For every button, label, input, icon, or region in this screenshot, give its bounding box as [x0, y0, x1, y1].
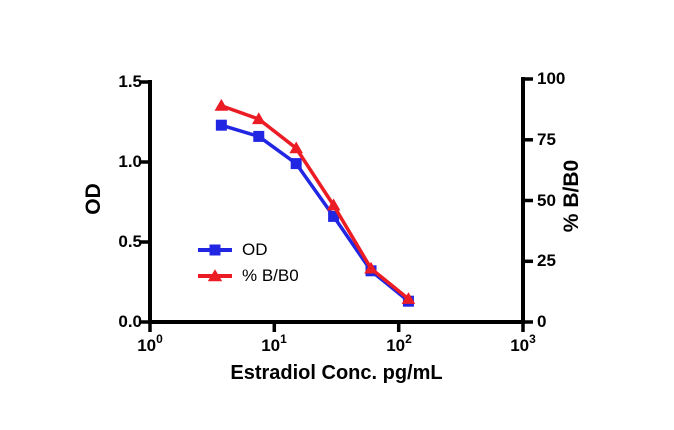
% B/B0-data-point-marker	[401, 292, 416, 304]
x-axis-title: Estradiol Conc. pg/mL	[230, 362, 443, 384]
legend-entry-od: OD	[197, 239, 268, 261]
x-tick-label: 100	[137, 332, 163, 355]
legend-entry-bb0: % B/B0	[197, 265, 299, 287]
od-legend-square-marker	[209, 244, 221, 256]
bb0-legend-triangle-marker	[207, 269, 223, 282]
y-left-axis-title: OD	[82, 183, 105, 215]
OD-data-point-marker	[290, 158, 302, 170]
data-series-layer	[214, 98, 416, 307]
OD-data-point-marker	[215, 119, 227, 131]
y-right-tick-label: 50	[537, 190, 556, 210]
% B/B0-data-point-marker	[214, 98, 229, 111]
bb0-legend-swatch	[198, 269, 232, 282]
legend-label-bb0: % B/B0	[242, 266, 299, 285]
legend-label-od: OD	[242, 240, 268, 259]
y-right-tick-label: 75	[537, 129, 556, 149]
OD-data-point-marker	[253, 130, 265, 142]
% B/B0-data-point-marker	[289, 141, 303, 154]
y-left-tick-label: 0.5	[118, 232, 142, 251]
% B/B0-data-point-marker	[251, 112, 266, 125]
y-right-tick-label: 0	[537, 312, 547, 331]
y-right-tick-label: 100	[537, 69, 566, 88]
x-tick-label: 101	[261, 332, 287, 355]
y-right-axis-title: % B/B0	[560, 159, 583, 233]
x-tick-label: 103	[510, 332, 536, 355]
% B/B0-data-point-marker	[326, 198, 341, 211]
% B/B0-data-point-marker	[364, 261, 378, 274]
OD-data-point-marker	[328, 210, 340, 222]
tick-marks	[139, 77, 533, 332]
y-left-tick-label: 0.0	[118, 312, 142, 331]
od-legend-swatch	[198, 244, 232, 256]
% B/B0-series-line	[220, 104, 410, 301]
y-left-tick-label: 1.0	[118, 152, 142, 171]
y-left-tick-label: 1.5	[118, 72, 142, 91]
OD-series-line	[220, 123, 410, 303]
x-tick-label: 102	[386, 332, 412, 355]
y-right-tick-label: 25	[537, 251, 556, 271]
